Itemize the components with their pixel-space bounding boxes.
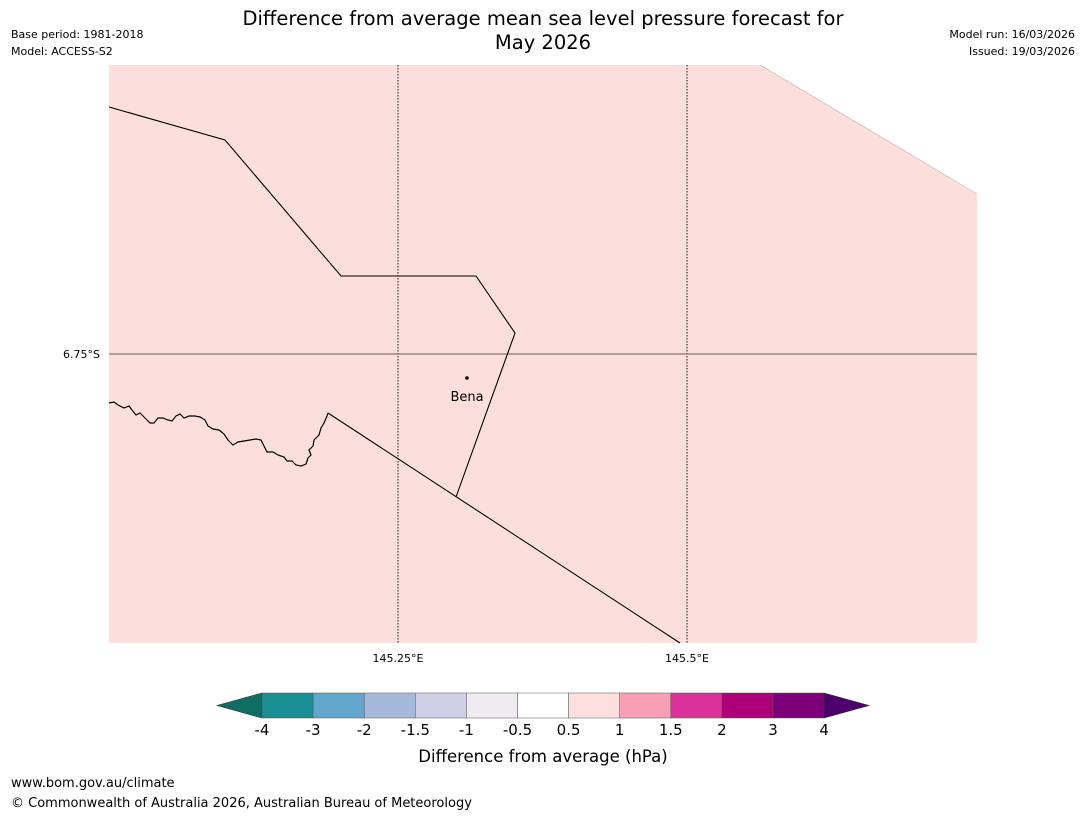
colorbar-tick-label: 4	[819, 721, 829, 739]
website-link[interactable]: www.bom.gov.au/climate	[11, 776, 175, 791]
model-run-date: Model run: 16/03/2026	[949, 28, 1075, 41]
province-boundary-north	[108, 106, 516, 498]
issued-date: Issued: 19/03/2026	[968, 45, 1075, 58]
copyright-notice: © Commonwealth of Australia 2026, Austra…	[11, 796, 472, 811]
province-boundary-south	[327, 412, 681, 644]
colorbar-arrow-high	[823, 692, 871, 719]
map-title: Difference from average mean sea level p…	[143, 7, 943, 55]
colorbar	[215, 692, 871, 719]
map-edge-diagonal	[759, 64, 978, 195]
colorbar-tick-label: -4	[255, 721, 270, 739]
base-period: Base period: 1981-2018	[11, 28, 144, 41]
colorbar-tick-label: 0.5	[557, 721, 581, 739]
colorbar-segment	[772, 692, 825, 719]
metadata-right: Model run: 16/03/2026 Issued: 19/03/2026	[949, 26, 1075, 60]
colorbar-segment	[466, 692, 518, 719]
colorbar-segment	[721, 692, 774, 719]
colorbar-tick-label: 1.5	[659, 721, 683, 739]
title-line-2: May 2026	[494, 31, 592, 54]
place-label-bena: Bena	[450, 390, 483, 405]
colorbar-tick-labels: -4 -3 -2 -1.5 -1 -0.5 0.5 1 1.5 2 3 4	[255, 721, 829, 739]
colorbar-segment	[568, 692, 620, 719]
colorbar-tick-label: -2	[357, 721, 372, 739]
metadata-left: Base period: 1981-2018 Model: ACCESS-S2	[11, 26, 143, 60]
colorbar-tick-label: 3	[768, 721, 778, 739]
place-marker-bena	[465, 376, 469, 380]
colorbar-segment	[619, 692, 672, 719]
longitude-label-145-25: 145.25°E	[373, 652, 424, 665]
colorbar-segment	[415, 692, 467, 719]
colorbar-segment	[517, 692, 569, 719]
colorbar-tick-label: 1	[615, 721, 625, 739]
colorbar-label: Difference from average (hPa)	[418, 747, 667, 766]
colorbar-segment	[670, 692, 723, 719]
colorbar-tick-label: -3	[306, 721, 321, 739]
title-line-1: Difference from average mean sea level p…	[242, 7, 844, 30]
latitude-label: 6.75°S	[63, 348, 100, 361]
colorbar-segment	[312, 692, 365, 719]
colorbar-tick-label: -0.5	[503, 721, 532, 739]
model-name: Model: ACCESS-S2	[11, 45, 113, 58]
river-coastline	[108, 401, 329, 467]
colorbar-segment	[363, 692, 416, 719]
footer: www.bom.gov.au/climate © Commonwealth of…	[11, 774, 472, 814]
colorbar-segment	[261, 692, 314, 719]
colorbar-tick-label: 2	[717, 721, 727, 739]
colorbar-tick-label: -1.5	[401, 721, 430, 739]
longitude-label-145-5: 145.5°E	[665, 652, 709, 665]
colorbar-tick-label: -1	[459, 721, 474, 739]
colorbar-arrow-low	[215, 692, 263, 719]
